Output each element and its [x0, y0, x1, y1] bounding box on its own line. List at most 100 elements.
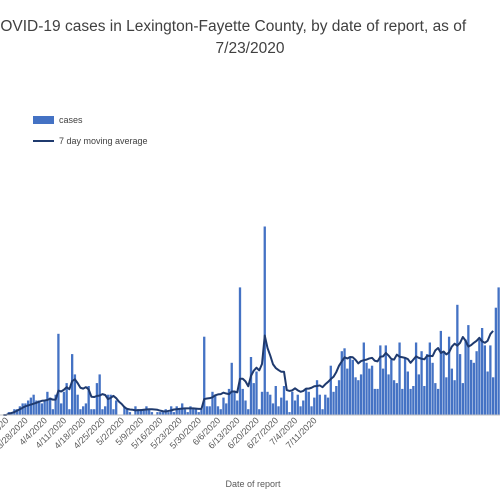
bar-cases — [159, 412, 162, 415]
bar-cases — [104, 406, 107, 415]
bar-cases — [494, 307, 498, 415]
bar-cases — [37, 400, 41, 415]
bar-cases — [329, 365, 332, 415]
bar-cases — [337, 380, 341, 415]
bar-cases — [90, 409, 93, 415]
bar-cases — [346, 368, 349, 415]
bar-cases — [431, 362, 434, 415]
bar-cases — [197, 412, 200, 415]
bar-cases — [379, 345, 382, 415]
bar-cases — [491, 377, 495, 415]
bar-cases — [183, 409, 187, 415]
bar-cases — [106, 394, 110, 415]
bar-cases — [271, 403, 275, 415]
bars-group — [7, 226, 500, 415]
bar-cases — [252, 383, 255, 415]
bar-cases — [307, 391, 310, 415]
bar-cases — [390, 359, 393, 415]
bar-cases — [340, 351, 343, 415]
bar-cases — [167, 412, 170, 415]
bar-cases — [321, 409, 324, 415]
bar-cases — [313, 397, 316, 415]
bar-cases — [214, 394, 217, 415]
bar-cases — [304, 388, 308, 415]
bar-cases — [87, 386, 90, 415]
bar-cases — [60, 403, 63, 415]
bar-cases — [348, 357, 352, 415]
bar-cases — [296, 394, 299, 415]
bar-cases — [447, 336, 451, 415]
bar-cases — [208, 406, 211, 415]
bar-cases — [222, 397, 225, 415]
bar-cases — [456, 304, 459, 415]
bar-cases — [368, 368, 371, 415]
bar-cases — [302, 400, 305, 415]
bar-cases — [260, 391, 264, 415]
bar-cases — [414, 342, 418, 415]
bar-cases — [282, 386, 286, 415]
bar-cases — [205, 406, 209, 415]
bar-cases — [486, 371, 489, 415]
x-tick-labels: 3/21/20203/28/20204/4/20204/11/20204/18/… — [0, 415, 319, 450]
bar-cases — [343, 348, 346, 415]
bar-cases — [362, 342, 365, 415]
bar-cases — [373, 388, 376, 415]
bar-cases — [269, 394, 272, 415]
bar-cases — [186, 412, 189, 415]
bar-cases — [156, 412, 159, 415]
bar-cases — [68, 409, 71, 415]
bar-cases — [175, 406, 178, 415]
bar-cases — [21, 403, 24, 415]
bar-cases — [203, 336, 206, 415]
bar-cases — [46, 391, 49, 415]
bar-cases — [115, 400, 118, 415]
bar-cases — [417, 374, 420, 415]
bar-cases — [423, 386, 426, 415]
bar-cases — [376, 388, 379, 415]
bar-cases — [467, 325, 470, 415]
bar-cases — [126, 409, 129, 415]
bar-cases — [285, 400, 288, 415]
bar-cases — [249, 357, 253, 415]
bar-cases — [93, 409, 96, 415]
bar-cases — [26, 400, 30, 415]
bar-cases — [406, 371, 409, 415]
bar-cases — [299, 406, 302, 415]
bar-cases — [280, 397, 283, 415]
bar-cases — [211, 391, 214, 415]
bar-cases — [255, 371, 258, 415]
bar-cases — [76, 394, 79, 415]
legend: cases 7 day moving average — [33, 115, 148, 146]
bar-cases — [395, 383, 398, 415]
bar-cases — [310, 406, 313, 415]
legend-moving-average-label: 7 day moving average — [59, 136, 148, 146]
bar-cases — [461, 383, 465, 415]
bar-cases — [288, 412, 291, 415]
bar-cases — [453, 380, 456, 415]
bar-cases — [277, 406, 280, 415]
bar-cases — [238, 287, 242, 415]
bar-cases — [194, 409, 198, 415]
bar-cases — [489, 345, 492, 415]
bar-cases — [148, 409, 151, 415]
bar-cases — [442, 351, 445, 415]
bar-cases — [326, 397, 330, 415]
bar-cases — [483, 345, 487, 415]
bar-cases — [233, 391, 236, 415]
bar-cases — [241, 388, 244, 415]
bar-cases — [230, 362, 233, 415]
bar-cases — [480, 328, 484, 415]
chart-title-line1: New COVID-19 cases in Lexington-Fayette … — [0, 18, 467, 35]
bar-cases — [128, 412, 132, 415]
bar-cases — [62, 391, 66, 415]
bar-cases — [73, 374, 77, 415]
bar-cases — [332, 391, 335, 415]
bar-cases — [236, 400, 239, 415]
bar-cases — [247, 409, 250, 415]
bar-cases — [420, 351, 423, 415]
bar-cases — [101, 409, 104, 415]
bar-cases — [32, 394, 35, 415]
bar-cases — [409, 388, 412, 415]
chart-title-line2: 7/23/2020 — [216, 40, 285, 57]
bar-cases — [398, 342, 401, 415]
